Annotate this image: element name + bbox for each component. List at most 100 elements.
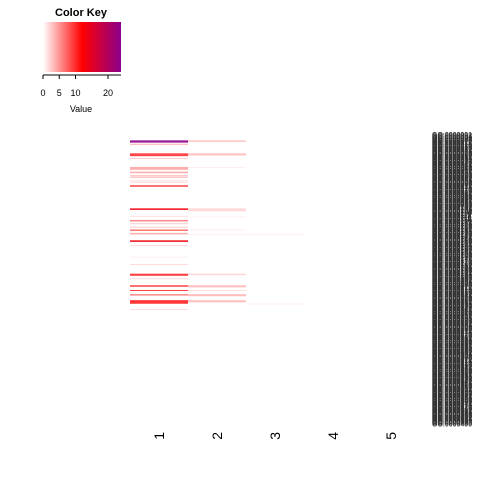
heatmap-cell — [188, 295, 246, 297]
heatmap-cell — [130, 181, 188, 183]
row-label: GO:0000093 — [432, 199, 472, 206]
row-label: GO:0000232 — [432, 299, 472, 306]
row-label: GO:0000372 — [432, 401, 472, 408]
row-label: GO:0000062 — [432, 176, 472, 183]
row-label: GO:0000381 — [432, 408, 472, 415]
row-label: GO:0000220 — [432, 291, 472, 298]
row-label: GO:0000312 — [432, 357, 472, 364]
row-label: GO:0000352 — [432, 386, 472, 393]
heatmap-cell — [130, 256, 188, 258]
heatmap-cell — [130, 175, 188, 176]
row-label: GO:0000215 — [432, 287, 472, 294]
row-label: GO:0000057 — [432, 173, 472, 180]
row-label: GO:0000175 — [432, 258, 472, 265]
row-label: GO:0000138 — [432, 231, 472, 238]
row-label: GO:0000003 — [432, 133, 472, 140]
row-label: GO:0000321 — [432, 364, 472, 371]
row-label: GO:0000297 — [432, 347, 472, 354]
row-label: GO:0000127 — [432, 223, 472, 230]
column-label: 5 — [383, 432, 399, 440]
row-label: GO:0000281 — [432, 335, 472, 342]
heatmap-cell — [188, 285, 246, 287]
row-label: GO:0000105 — [432, 207, 472, 214]
row-label: GO:0000385 — [432, 410, 472, 417]
row-label: GO:0000325 — [432, 367, 472, 374]
row-label: GO:0000141 — [432, 234, 472, 241]
row-label: GO:0000014 — [432, 141, 472, 148]
row-label: GO:0000078 — [432, 188, 472, 195]
row-label: GO:0000087 — [432, 194, 472, 201]
row-label: GO:0000368 — [432, 398, 472, 405]
row-label: GO:0000163 — [432, 249, 472, 256]
row-label: GO:0000029 — [432, 152, 472, 159]
row-label: GO:0000279 — [432, 334, 472, 341]
row-label: GO:0000117 — [432, 216, 472, 223]
row-label: GO:0000132 — [432, 227, 472, 234]
row-label: GO:0000110 — [432, 211, 472, 218]
color-key-tick-label: 0 — [40, 88, 45, 98]
row-label: GO:0000219 — [432, 290, 472, 297]
row-label: GO:0000166 — [432, 252, 472, 259]
row-label: GO:0000291 — [432, 342, 472, 349]
heatmap-cell — [130, 153, 188, 155]
heatmap-cell — [188, 294, 246, 296]
row-label: GO:0000345 — [432, 381, 472, 388]
row-label: GO:0000225 — [432, 294, 472, 301]
heatmap-cell — [188, 229, 246, 231]
row-label: GO:0000354 — [432, 388, 472, 395]
row-label: GO:0000118 — [432, 217, 472, 224]
row-label: GO:0000193 — [432, 271, 472, 278]
row-label: GO:0000319 — [432, 363, 472, 370]
row-label: GO:0000113 — [432, 213, 472, 220]
row-label: GO:0000316 — [432, 360, 472, 367]
row-label: GO:0000083 — [432, 191, 472, 198]
row-label: GO:0000285 — [432, 338, 472, 345]
row-label: GO:0000322 — [432, 365, 472, 372]
heatmap-cell — [188, 286, 246, 288]
row-label: GO:0000269 — [432, 326, 472, 333]
row-label: GO:0000055 — [432, 171, 472, 178]
row-label: GO:0000098 — [432, 202, 472, 209]
color-key-xlabel: Value — [70, 104, 92, 114]
row-label: GO:0000287 — [432, 339, 472, 346]
row-label: GO:0000111 — [432, 212, 471, 219]
row-label: GO:0000043 — [432, 162, 472, 169]
row-label: GO:0000020 — [432, 146, 472, 153]
row-label: GO:0000070 — [432, 182, 472, 189]
row-label: GO:0000068 — [432, 181, 472, 188]
heatmap-cell — [188, 166, 246, 168]
row-label: GO:0000259 — [432, 319, 472, 326]
row-label: GO:0000201 — [432, 277, 472, 284]
heatmap-cell — [188, 301, 246, 303]
row-label: GO:0000308 — [432, 355, 472, 362]
row-label: GO:0000356 — [432, 389, 472, 396]
row-label: GO:0000270 — [432, 327, 472, 334]
heatmap-cell — [130, 154, 188, 156]
heatmap-cell — [188, 154, 246, 156]
heatmap-cell — [188, 209, 246, 210]
row-label: GO:0000327 — [432, 368, 472, 375]
heatmap-cell — [130, 209, 188, 210]
heatmap-cell — [130, 241, 188, 242]
heatmap-cell — [130, 208, 188, 210]
row-label: GO:0000344 — [432, 381, 472, 388]
row-label: GO:0000400 — [432, 421, 472, 428]
row-label: GO:0000204 — [432, 279, 472, 286]
row-label: GO:0000109 — [432, 210, 472, 217]
row-label: GO:0000263 — [432, 322, 472, 329]
row-label: GO:0000252 — [432, 314, 472, 321]
row-label: GO:0000373 — [432, 402, 472, 409]
row-label: GO:0000119 — [432, 218, 472, 225]
row-label: GO:0000379 — [432, 406, 472, 413]
row-label: GO:0000041 — [432, 161, 472, 168]
row-label: GO:0000046 — [432, 165, 472, 172]
row-label: GO:0000397 — [432, 419, 472, 426]
row-label: GO:0000125 — [432, 222, 472, 229]
row-label: GO:0000076 — [432, 186, 472, 193]
row-label: GO:0000275 — [432, 331, 472, 338]
row-label: GO:0000081 — [432, 190, 472, 197]
row-label: GO:0000197 — [432, 274, 472, 281]
row-label: GO:0000066 — [432, 179, 472, 186]
row-label: GO:0000226 — [432, 295, 472, 302]
row-label: GO:0000120 — [432, 218, 472, 225]
